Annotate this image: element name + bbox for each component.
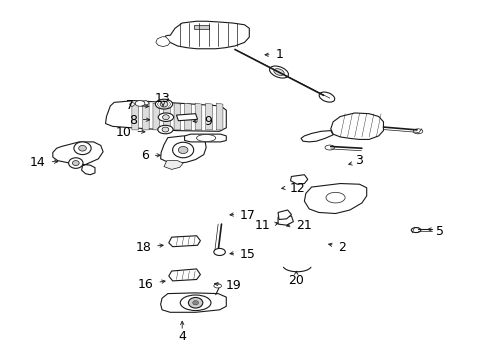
Polygon shape bbox=[195, 103, 202, 130]
Polygon shape bbox=[330, 113, 383, 139]
Polygon shape bbox=[129, 100, 149, 107]
Text: 2: 2 bbox=[337, 240, 345, 253]
Ellipse shape bbox=[160, 101, 167, 107]
Ellipse shape bbox=[269, 66, 288, 78]
Ellipse shape bbox=[162, 127, 168, 132]
Polygon shape bbox=[176, 114, 197, 121]
Ellipse shape bbox=[178, 147, 187, 154]
Text: 9: 9 bbox=[203, 115, 211, 128]
Text: 15: 15 bbox=[239, 248, 255, 261]
Polygon shape bbox=[142, 103, 149, 130]
Text: 6: 6 bbox=[141, 149, 148, 162]
Polygon shape bbox=[168, 269, 200, 281]
Polygon shape bbox=[301, 131, 332, 142]
Polygon shape bbox=[205, 103, 212, 130]
Ellipse shape bbox=[68, 158, 83, 168]
Polygon shape bbox=[184, 134, 226, 142]
Polygon shape bbox=[184, 103, 191, 130]
Polygon shape bbox=[132, 103, 138, 130]
Text: 7: 7 bbox=[126, 99, 134, 112]
Ellipse shape bbox=[192, 301, 198, 305]
Polygon shape bbox=[216, 103, 223, 130]
Polygon shape bbox=[163, 103, 170, 130]
Ellipse shape bbox=[213, 248, 225, 256]
Text: 4: 4 bbox=[178, 330, 186, 343]
Ellipse shape bbox=[188, 297, 203, 308]
Polygon shape bbox=[160, 293, 226, 312]
Text: 20: 20 bbox=[288, 274, 304, 287]
Polygon shape bbox=[165, 21, 249, 49]
Text: 5: 5 bbox=[435, 225, 443, 238]
Ellipse shape bbox=[180, 295, 210, 311]
Text: 13: 13 bbox=[155, 93, 171, 105]
Ellipse shape bbox=[158, 113, 173, 121]
Polygon shape bbox=[290, 175, 307, 184]
Ellipse shape bbox=[325, 192, 345, 203]
Ellipse shape bbox=[74, 142, 91, 154]
Polygon shape bbox=[53, 142, 103, 175]
Polygon shape bbox=[160, 136, 206, 163]
Ellipse shape bbox=[162, 115, 169, 120]
Text: 18: 18 bbox=[135, 240, 151, 253]
Polygon shape bbox=[174, 103, 181, 130]
Text: 12: 12 bbox=[289, 182, 305, 195]
Ellipse shape bbox=[172, 142, 193, 158]
Polygon shape bbox=[153, 103, 160, 130]
Ellipse shape bbox=[213, 284, 221, 288]
Text: 14: 14 bbox=[30, 156, 45, 169]
Polygon shape bbox=[194, 26, 208, 29]
Ellipse shape bbox=[412, 129, 422, 134]
Text: 11: 11 bbox=[255, 219, 270, 232]
Ellipse shape bbox=[72, 161, 79, 166]
Polygon shape bbox=[304, 184, 366, 213]
Ellipse shape bbox=[158, 125, 173, 134]
Text: 19: 19 bbox=[225, 279, 241, 292]
Ellipse shape bbox=[196, 135, 215, 141]
Polygon shape bbox=[163, 161, 183, 170]
Text: 21: 21 bbox=[295, 219, 311, 232]
Polygon shape bbox=[105, 100, 226, 131]
Polygon shape bbox=[278, 216, 293, 225]
Text: 8: 8 bbox=[128, 113, 137, 126]
Text: 3: 3 bbox=[354, 154, 362, 167]
Ellipse shape bbox=[410, 228, 420, 233]
Polygon shape bbox=[168, 236, 200, 247]
Text: 1: 1 bbox=[275, 48, 283, 61]
Ellipse shape bbox=[325, 145, 334, 150]
Polygon shape bbox=[278, 210, 291, 220]
Text: 17: 17 bbox=[239, 209, 255, 222]
Text: 10: 10 bbox=[116, 126, 132, 139]
Ellipse shape bbox=[135, 100, 144, 106]
Text: 16: 16 bbox=[138, 278, 153, 291]
Ellipse shape bbox=[79, 145, 86, 151]
Ellipse shape bbox=[319, 92, 334, 102]
Polygon shape bbox=[156, 37, 170, 47]
Ellipse shape bbox=[273, 69, 284, 75]
Ellipse shape bbox=[155, 99, 172, 109]
